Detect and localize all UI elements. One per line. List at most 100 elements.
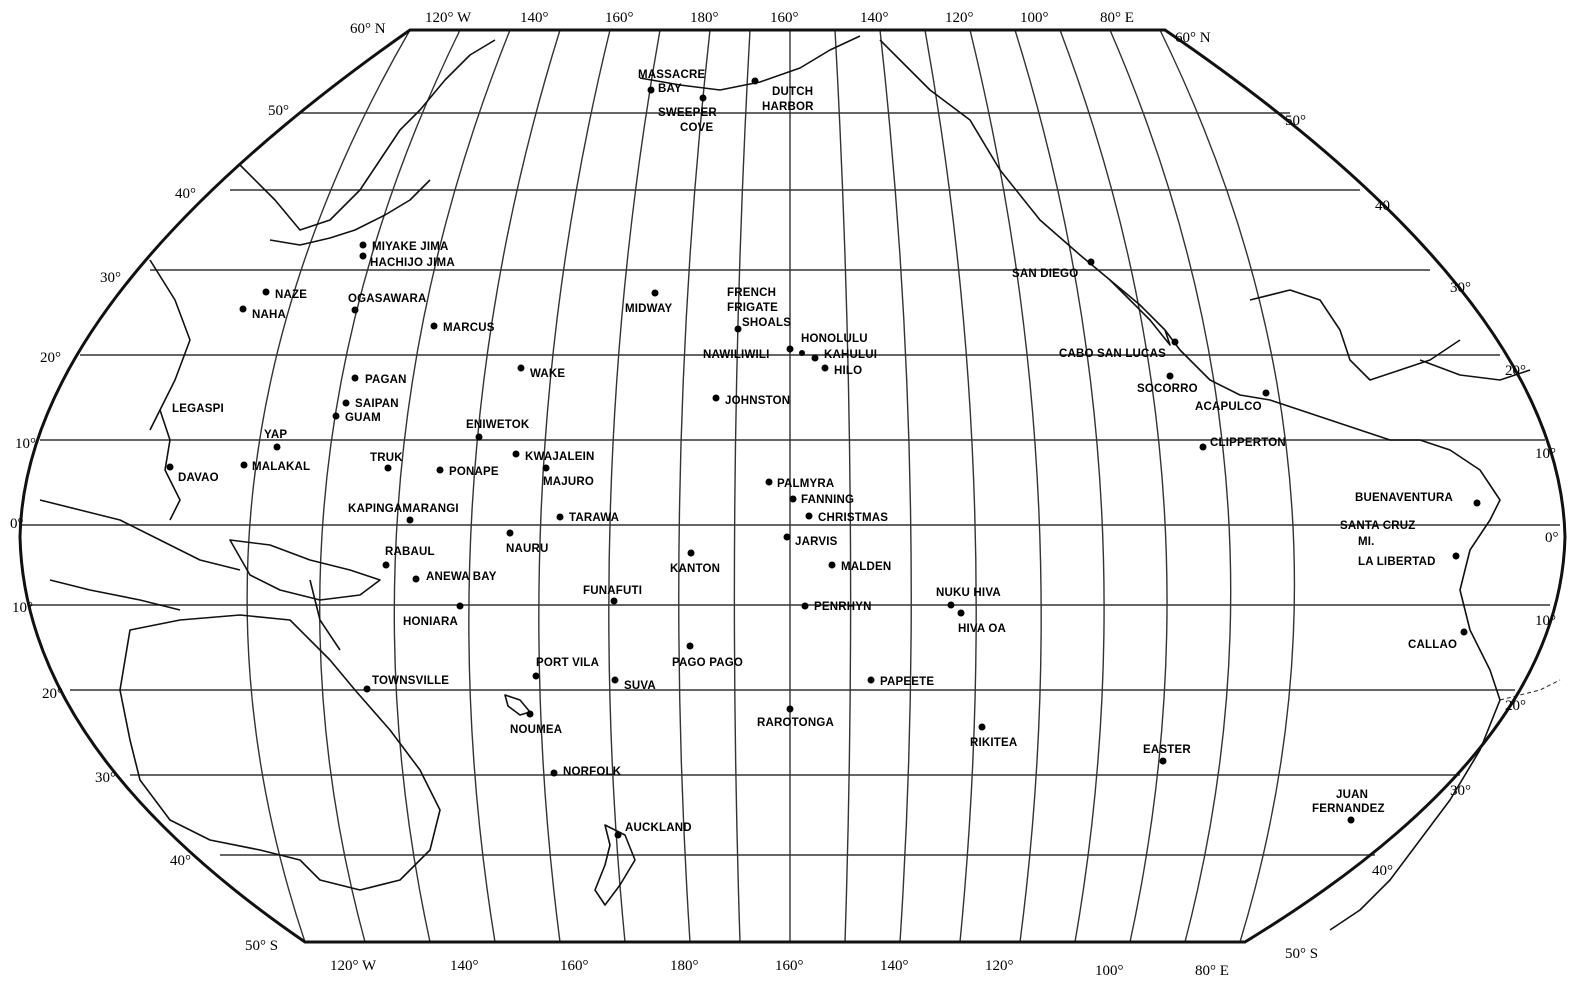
place-label: TRUK	[370, 452, 403, 464]
place-label: KANTON	[670, 563, 720, 575]
right-tick: 40°	[1372, 863, 1393, 879]
place-marker	[506, 529, 514, 537]
place-marker	[867, 676, 875, 684]
place-label: KAPINGAMARANGI	[348, 503, 459, 515]
places: MASSACRE BAY SWEEPER COVE DUTCH HARBOR M…	[166, 69, 1481, 839]
place-label: OGASAWARA	[348, 293, 426, 305]
place-label: FUNAFUTI	[583, 585, 642, 597]
left-tick: 40°	[175, 186, 196, 202]
left-tick: 0°	[10, 516, 24, 532]
place-marker	[273, 443, 281, 451]
place-label: HACHIJO JIMA	[370, 257, 455, 269]
place-label: MALDEN	[841, 561, 891, 573]
bottom-tick: 160°	[560, 958, 589, 974]
place-marker	[1460, 628, 1468, 636]
place-marker	[699, 94, 707, 102]
place-label: MARCUS	[443, 322, 495, 334]
place-label: ANEWA BAY	[426, 571, 497, 583]
bottom-tick: 80° E	[1195, 963, 1229, 979]
place-marker	[1171, 338, 1179, 346]
place-label: PORT VILA	[536, 657, 599, 669]
place-label: SAN DIEGO	[1012, 268, 1078, 280]
place-marker	[1347, 816, 1355, 824]
place-label: KWAJALEIN	[525, 451, 595, 463]
left-tick: 30°	[100, 270, 121, 286]
bottom-tick: 120° W	[330, 958, 377, 974]
place-marker	[789, 495, 797, 503]
place-marker	[384, 464, 392, 472]
place-label: HIVA OA	[958, 623, 1006, 635]
place-marker	[556, 513, 564, 521]
place-label: MAJURO	[543, 476, 594, 488]
place-label: SANTA CRUZ	[1340, 520, 1415, 532]
place-label: JUAN	[1336, 789, 1368, 801]
place-label: BUENAVENTURA	[1355, 492, 1453, 504]
place-label: SAIPAN	[355, 398, 399, 410]
place-label: NAWILIWILI	[703, 349, 770, 361]
place-marker	[475, 433, 483, 441]
place-marker	[786, 345, 794, 353]
place-label: MIYAKE JIMA	[372, 241, 449, 253]
place-marker	[811, 354, 819, 362]
place-marker	[734, 325, 742, 333]
place-marker	[412, 575, 420, 583]
place-label: NUKU HIVA	[936, 587, 1001, 599]
place-marker	[512, 450, 520, 458]
corner-bottom-left-label: 50° S	[245, 938, 278, 954]
place-marker	[1199, 443, 1207, 451]
right-tick: 20°	[1505, 363, 1526, 379]
place-marker	[786, 705, 794, 713]
place-label: FANNING	[801, 494, 854, 506]
place-label: SOCORRO	[1137, 383, 1198, 395]
place-marker	[978, 723, 986, 731]
right-tick: 0°	[1545, 530, 1559, 546]
place-marker	[382, 561, 390, 569]
place-marker	[363, 685, 371, 693]
place-label: YAP	[264, 429, 287, 441]
place-label: CLIPPERTON	[1210, 437, 1286, 449]
place-marker	[712, 394, 720, 402]
place-label: TOWNSVILLE	[372, 675, 449, 687]
place-label: HARBOR	[762, 101, 814, 113]
place-label: MIDWAY	[625, 303, 673, 315]
place-label: JARVIS	[795, 536, 838, 548]
place-label: ENIWETOK	[466, 419, 530, 431]
place-label: RIKITEA	[970, 737, 1017, 749]
map-frame	[18, 28, 1567, 944]
place-label: SHOALS	[742, 317, 791, 329]
graticule	[20, 29, 1560, 943]
place-label: MALAKAL	[252, 461, 310, 473]
place-marker	[351, 306, 359, 314]
place-marker	[783, 533, 791, 541]
place-marker	[262, 288, 270, 296]
place-marker	[1159, 757, 1167, 765]
place-label: EASTER	[1143, 744, 1191, 756]
place-marker	[359, 241, 367, 249]
place-label: NOUMEA	[510, 724, 562, 736]
place-marker	[166, 463, 174, 471]
place-marker	[828, 561, 836, 569]
place-marker	[805, 512, 813, 520]
place-marker	[359, 252, 367, 260]
top-tick: 100°	[1020, 10, 1049, 26]
top-tick: 160°	[770, 10, 799, 26]
left-tick: 20°	[40, 350, 61, 366]
place-label: PAPEETE	[880, 676, 934, 688]
place-marker	[550, 769, 558, 777]
place-label: NAHA	[252, 309, 286, 321]
place-label: RABAUL	[385, 546, 435, 558]
place-marker	[647, 86, 655, 94]
bottom-tick: 140°	[880, 958, 909, 974]
place-label: COVE	[680, 122, 714, 134]
bottom-tick: 140°	[450, 958, 479, 974]
place-label: CABO SAN LUCAS	[1059, 348, 1166, 360]
place-marker	[799, 350, 805, 356]
bottom-tick: 160°	[775, 958, 804, 974]
place-label: FRENCH	[727, 287, 776, 299]
bottom-tick: 120°	[985, 958, 1014, 974]
place-marker	[1473, 499, 1481, 507]
place-marker	[1452, 552, 1460, 560]
place-marker	[821, 364, 829, 372]
place-marker	[687, 549, 695, 557]
place-label: NORFOLK	[563, 766, 622, 778]
